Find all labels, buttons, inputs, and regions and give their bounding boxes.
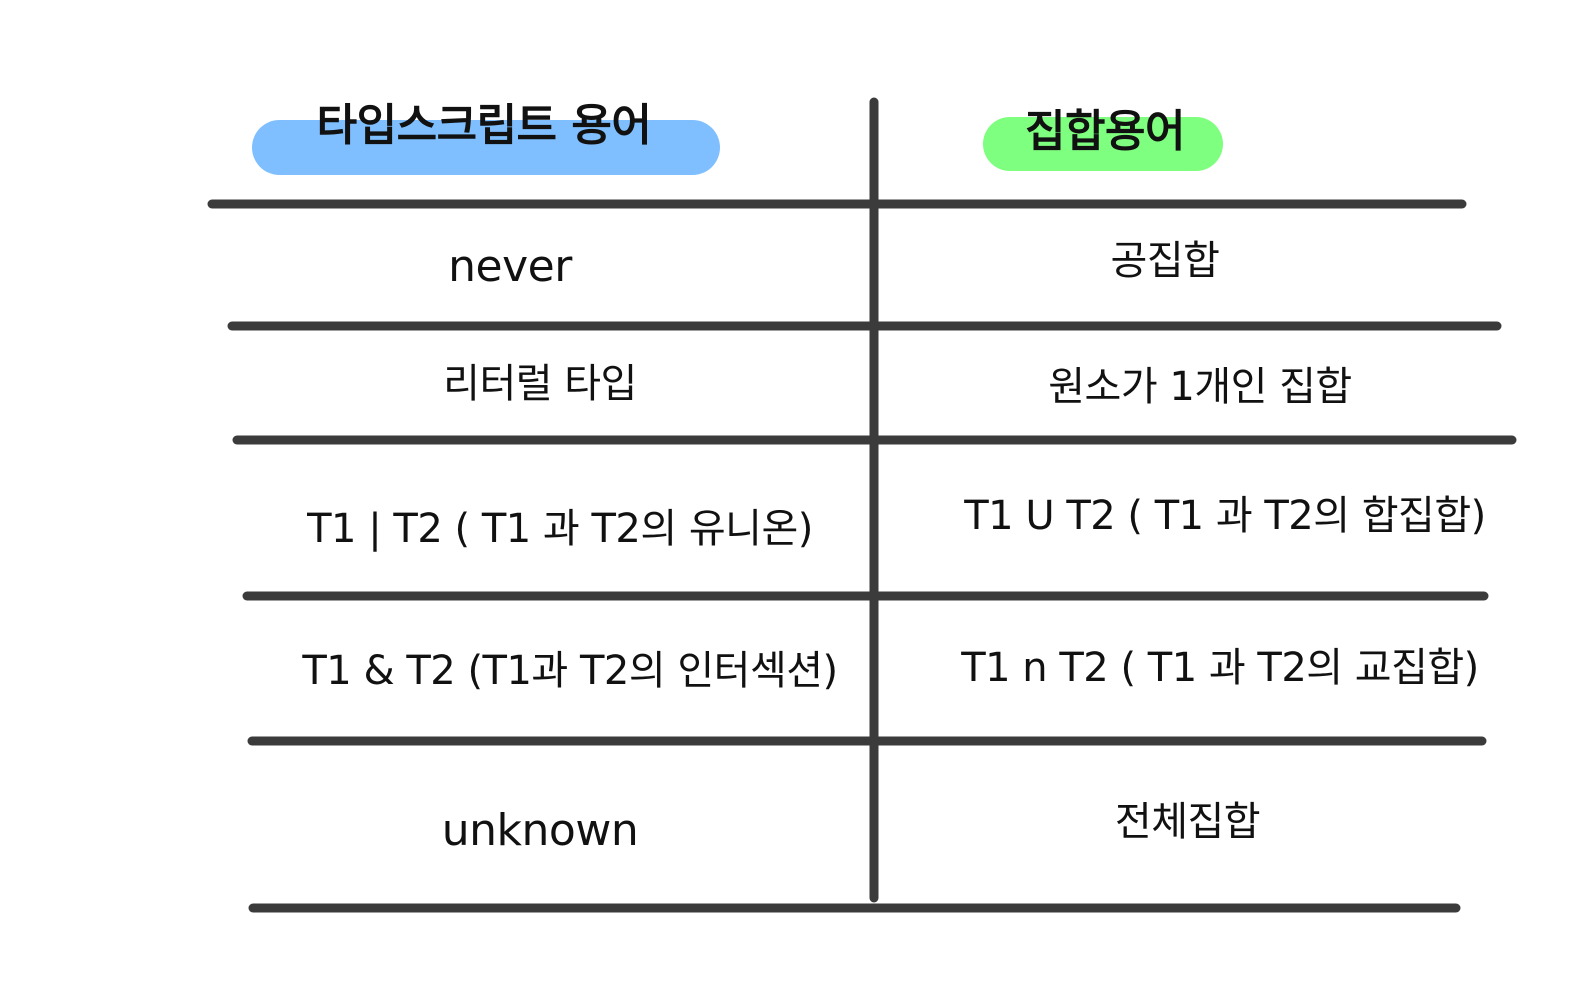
row-4-set-term: T1 n T2 ( T1 과 T2의 교집합) — [961, 645, 1479, 691]
row-3-typescript-term: T1 | T2 ( T1 과 T2의 유니온) — [307, 506, 813, 552]
row-2-set-term: 원소가 1개인 집합 — [1048, 364, 1352, 410]
right-header-title: 집합용어 — [1025, 106, 1185, 157]
row-1-set-term: 공집합 — [1110, 238, 1220, 284]
row-4-typescript-term: T1 & T2 (T1과 T2의 인터섹션) — [302, 648, 838, 694]
row-2-typescript-term: 리터럴 타입 — [443, 361, 637, 407]
left-header-highlight — [252, 120, 720, 175]
row-3-set-term: T1 U T2 ( T1 과 T2의 합집합) — [964, 493, 1486, 539]
row-1-typescript-term: never — [448, 241, 572, 292]
row-5-set-term: 전체집합 — [1114, 799, 1261, 845]
left-header-title: 타입스크립트 용어 — [316, 100, 652, 151]
right-header-highlight — [983, 117, 1223, 171]
row-5-typescript-term: unknown — [441, 805, 639, 856]
